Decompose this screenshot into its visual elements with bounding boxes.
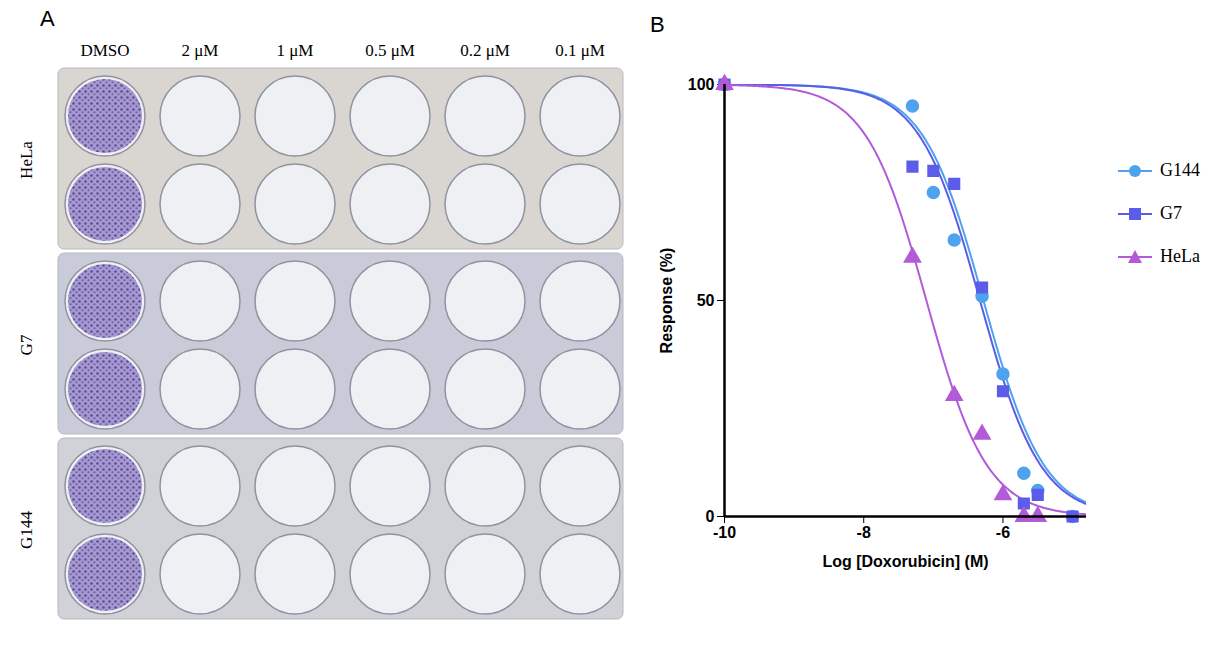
- svg-text:DMSO: DMSO: [80, 41, 129, 60]
- svg-text:Log [Doxorubicin] (M): Log [Doxorubicin] (M): [822, 553, 988, 570]
- svg-text:1 μM: 1 μM: [277, 41, 314, 60]
- svg-text:0.2 μM: 0.2 μM: [460, 41, 510, 60]
- svg-text:2 μM: 2 μM: [182, 41, 219, 60]
- svg-text:-10: -10: [713, 524, 736, 541]
- html-text:G7: G7: [1160, 203, 1182, 223]
- svg-text:50: 50: [697, 292, 715, 309]
- html-text:G144: G144: [1160, 160, 1200, 180]
- svg-text:-8: -8: [857, 524, 871, 541]
- svg-text:0: 0: [706, 508, 715, 525]
- svg-text:A: A: [40, 6, 55, 31]
- svg-text:0.5 μM: 0.5 μM: [365, 41, 415, 60]
- html-text:B: B: [650, 12, 665, 37]
- svg-text:Response (%): Response (%): [658, 248, 675, 354]
- svg-text:G7: G7: [17, 334, 36, 355]
- svg-text:G144: G144: [17, 511, 36, 549]
- svg-text:100: 100: [688, 76, 715, 93]
- svg-text:0.1 μM: 0.1 μM: [555, 41, 605, 60]
- svg-text:-6: -6: [996, 524, 1010, 541]
- html-text:HeLa: HeLa: [1160, 246, 1200, 266]
- svg-text:HeLa: HeLa: [17, 141, 36, 179]
